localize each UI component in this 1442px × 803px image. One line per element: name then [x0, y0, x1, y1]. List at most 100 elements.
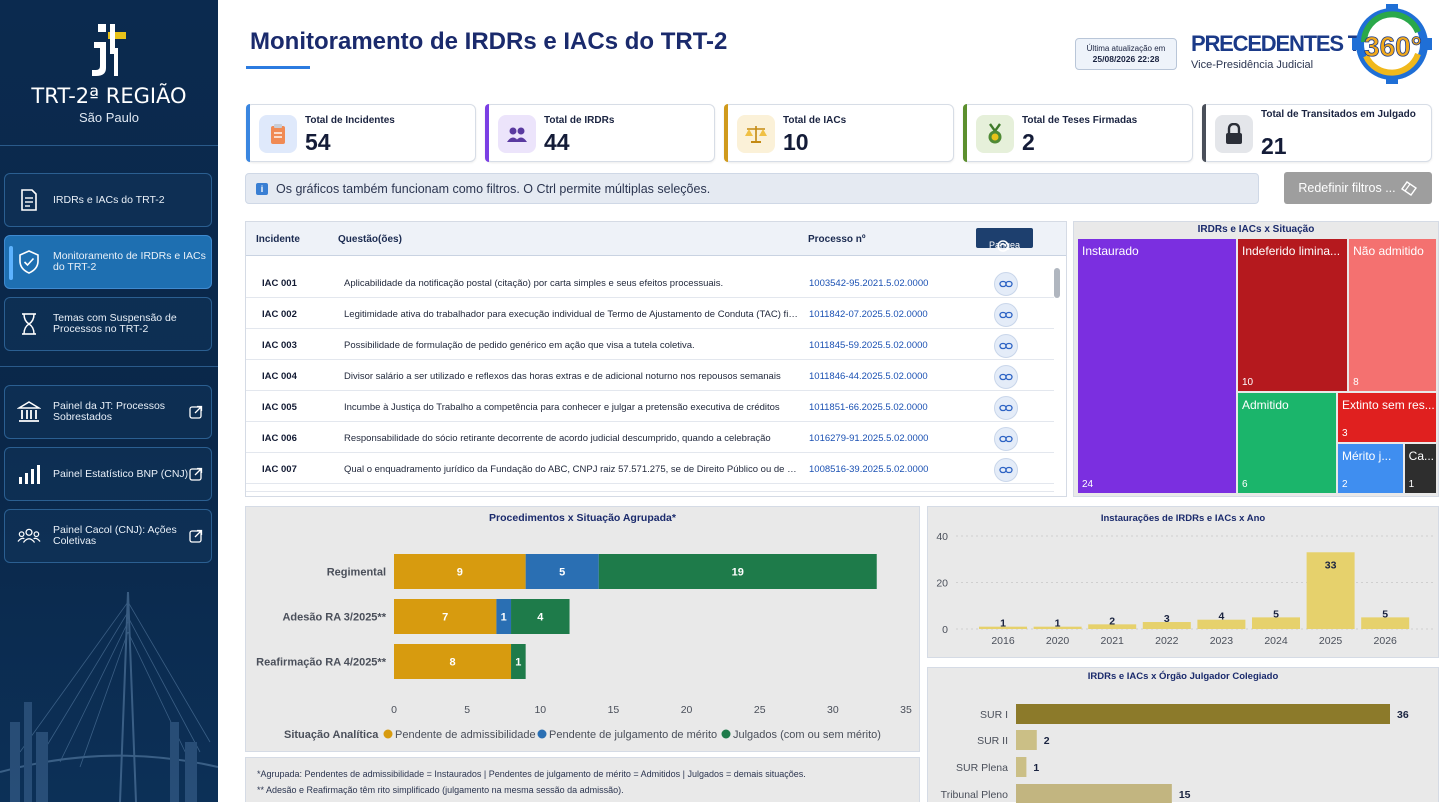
nav-painel-bnp[interactable]: Painel Estatístico BNP (CNJ): [4, 447, 212, 501]
tile-label: Não admitido: [1353, 244, 1424, 258]
bar[interactable]: [1016, 730, 1037, 750]
orgao-chart: SUR I 36 SUR II 2 SUR Plena 1 Tribunal Pleno 15: [941, 704, 1409, 803]
bar[interactable]: [1016, 757, 1027, 777]
bar-segment[interactable]: [511, 599, 570, 634]
tile-value: 3: [1342, 427, 1348, 439]
data-label: 19: [732, 567, 744, 579]
bar-segment[interactable]: [394, 554, 526, 589]
external-link-icon: [189, 467, 203, 481]
y-tick-label: 0: [942, 624, 948, 636]
bar[interactable]: [979, 626, 1027, 629]
footnote-1: *Agrupada: Pendentes de admissibilidade …: [257, 769, 806, 779]
table-row[interactable]: IAC 001 Aplicabilidade da notificação po…: [246, 267, 1054, 298]
bar[interactable]: [1033, 626, 1082, 629]
pangea-link-icon[interactable]: [994, 458, 1018, 482]
pangea-link-icon[interactable]: [994, 334, 1018, 358]
nav-painel-cacol[interactable]: Painel Cacol (CNJ): Ações Coletivas: [4, 509, 212, 563]
cell-processo-link[interactable]: 1011851-66.2025.5.02.0000: [809, 402, 928, 413]
table-row[interactable]: IAC 002 Legitimidade ativa do trabalhado…: [246, 298, 1054, 329]
data-label: 1: [515, 657, 521, 669]
bar-segment[interactable]: [394, 644, 512, 679]
x-tick-label: 15: [608, 704, 620, 716]
precedentes-logo: PRECEDENTES TRT-2 Vice-Presidência Judic…: [1186, 2, 1442, 86]
treemap-tile[interactable]: Não admitido 8: [1349, 239, 1436, 391]
col-processo[interactable]: Processo nº: [808, 234, 866, 245]
data-label: 1: [1033, 762, 1039, 774]
category-label: SUR Plena: [956, 762, 1008, 774]
table-row[interactable]: IAC 007 Qual o enquadramento jurídico da…: [246, 453, 1054, 484]
table-row[interactable]: IAC 003 Possibilidade de formulação de p…: [246, 329, 1054, 360]
card-value: 44: [544, 129, 570, 155]
cell-processo-link[interactable]: 1011846-44.2025.5.02.0000: [809, 371, 928, 382]
clipboard-icon: [259, 115, 297, 153]
bar-segment[interactable]: [496, 599, 512, 634]
bar[interactable]: [1142, 622, 1191, 629]
cell-processo-link[interactable]: 1011845-59.2025.5.02.0000: [809, 340, 928, 351]
table-scrollbar[interactable]: [1054, 268, 1060, 298]
bar-segment[interactable]: [511, 644, 526, 679]
bar[interactable]: [1088, 624, 1137, 629]
cell-processo-link[interactable]: 1008516-39.2025.5.02.0000: [809, 464, 929, 475]
cell-processo-link[interactable]: 1003542-95.2021.5.02.0000: [809, 278, 929, 289]
legend-marker: [383, 729, 393, 739]
hourglass-icon: [17, 312, 41, 336]
bar-segment[interactable]: [525, 554, 599, 589]
bar[interactable]: [1016, 704, 1390, 724]
table-row[interactable]: IAC 004 Divisor salário a ser utilizado …: [246, 360, 1054, 391]
legend-label[interactable]: Pendente de admissibilidade: [395, 729, 536, 741]
data-label: 5: [1273, 608, 1279, 620]
nav-temas-suspensao[interactable]: Temas com Suspensão de Processos no TRT-…: [4, 297, 212, 351]
cell-processo-link[interactable]: 1016279-91.2025.5.02.0000: [809, 433, 929, 444]
divider: [0, 366, 218, 367]
kpi-card: Total de Teses Firmadas 2: [963, 104, 1193, 162]
bar[interactable]: [1361, 617, 1410, 629]
bar[interactable]: [1252, 617, 1300, 629]
treemap-tile[interactable]: Mérito j... 2: [1338, 443, 1403, 493]
pangea-link-icon[interactable]: [994, 303, 1018, 327]
cell-questao: Responsabilidade do sócio retirante deco…: [344, 433, 771, 444]
bar[interactable]: [1016, 784, 1172, 803]
pangea-link-icon[interactable]: [994, 272, 1018, 296]
data-label: 4: [1218, 611, 1224, 623]
proc-title: Procedimentos x Situação Agrupada*: [489, 512, 676, 524]
x-tick-label: 2025: [1319, 635, 1343, 647]
treemap-tile[interactable]: Instaurado 24: [1078, 239, 1236, 493]
pangea-link-icon[interactable]: [994, 365, 1018, 389]
document-icon: [17, 188, 41, 212]
treemap-tile[interactable]: Ca... 1: [1404, 443, 1436, 493]
x-tick-label: 2022: [1155, 635, 1179, 647]
kpi-card: Total de Transitados em Julgado 21: [1202, 104, 1432, 162]
treemap-tile[interactable]: Admitido 6: [1238, 392, 1336, 493]
footnotes: *Agrupada: Pendentes de admissibilidade …: [245, 757, 920, 802]
cell-questao: Legitimidade ativa do trabalhador para e…: [344, 309, 799, 320]
nav-label: Monitoramento de IRDRs e IACs do TRT-2: [53, 250, 206, 273]
tile-value: 2: [1342, 478, 1348, 490]
legend-label[interactable]: Julgados (com ou sem mérito): [733, 729, 881, 741]
legend-label[interactable]: Pendente de julgamento de mérito: [549, 729, 717, 741]
reset-filters-button[interactable]: Redefinir filtros ...: [1284, 172, 1432, 204]
treemap-tile[interactable]: Indeferido limina... 10: [1238, 239, 1348, 391]
data-label: 7: [442, 612, 448, 624]
cell-questao: Qual o enquadramento jurídico da Fundaçã…: [344, 464, 799, 475]
title-underline: [246, 66, 310, 69]
col-questao[interactable]: Questão(ões): [338, 234, 402, 245]
col-incidente[interactable]: Incidente: [256, 234, 300, 245]
medal-icon: [976, 115, 1014, 153]
treemap-tile[interactable]: Extinto sem res... 3: [1338, 392, 1436, 442]
x-tick-label: 30: [827, 704, 839, 716]
nav-irdrs-iacs[interactable]: IRDRs e IACs do TRT-2: [4, 173, 212, 227]
pangea-link-icon[interactable]: [994, 396, 1018, 420]
nav-label: Temas com Suspensão de Processos no TRT-…: [53, 312, 177, 335]
bar-segment[interactable]: [598, 554, 877, 589]
cell-processo-link[interactable]: 1011842-07.2025.5.02.0000: [809, 309, 928, 320]
nav-monitoramento[interactable]: Monitoramento de IRDRs e IACs do TRT-2: [4, 235, 212, 289]
bar-segment[interactable]: [394, 599, 497, 634]
bar[interactable]: [1306, 552, 1355, 629]
nav-painel-jt[interactable]: Painel da JT: Processos Sobrestados: [4, 385, 212, 439]
table-row[interactable]: IAC 005 Incumbe à Justiça do Trabalho a …: [246, 391, 1054, 422]
bar[interactable]: [1197, 619, 1246, 629]
table-row[interactable]: IAC 006 Responsabilidade do sócio retira…: [246, 422, 1054, 453]
pangea-link-icon[interactable]: [994, 427, 1018, 451]
table-row[interactable]: [246, 484, 1054, 492]
org-logo: TRT-2ª REGIÃO São Paulo: [0, 18, 218, 125]
